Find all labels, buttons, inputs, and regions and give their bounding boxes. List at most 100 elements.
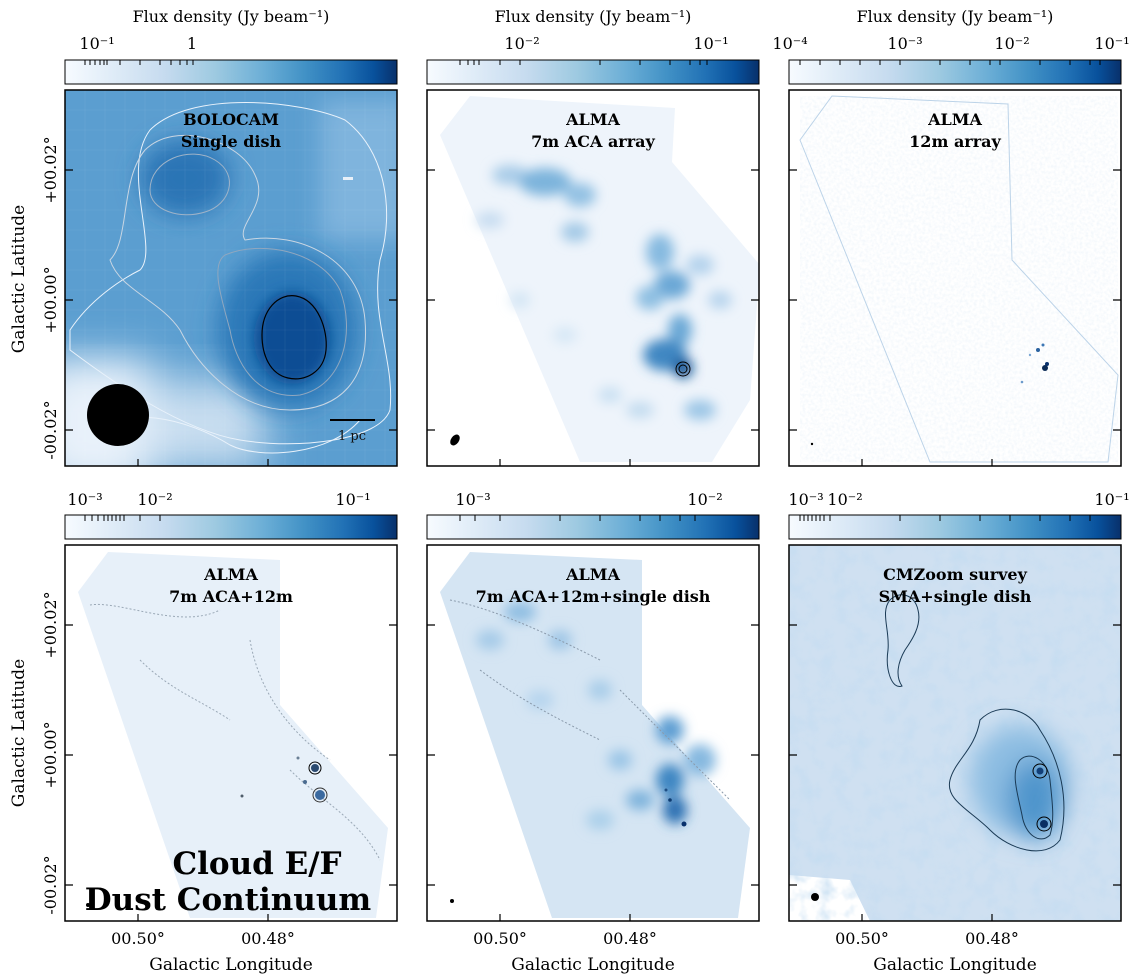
cbar-tick-alma-7m-1: 10⁻¹ bbox=[693, 34, 728, 53]
panel-alma-7m-title-2: 7m ACA array bbox=[531, 132, 655, 151]
panel-alma-12m: ALMA 12m array bbox=[788, 89, 1122, 467]
y-axis-label-bottom: Galactic Latitude bbox=[9, 659, 29, 807]
colorbar-alma-7m bbox=[426, 59, 760, 85]
y-tick-top-1: +00.00° bbox=[41, 266, 60, 333]
beam-ellipse bbox=[450, 434, 460, 446]
colorbar-minor-ticks-top bbox=[84, 60, 1101, 65]
panel-alma-7m-image bbox=[427, 90, 759, 466]
panel-alma-combined-title-2: 7m ACA+12m bbox=[169, 587, 293, 606]
emission-points bbox=[1036, 767, 1048, 828]
big-label-line2: Dust Continuum bbox=[85, 882, 372, 918]
panel-alma-12m-title-1: ALMA bbox=[927, 110, 982, 129]
colorbar-cmzoom bbox=[788, 514, 1122, 540]
cbar-tick-alma-feathered-1: 10⁻² bbox=[687, 490, 722, 509]
emission-points bbox=[664, 788, 687, 827]
y-tick-bottom-1: +00.00° bbox=[41, 721, 60, 788]
cbar-tick-alma-7m-0: 10⁻² bbox=[504, 34, 539, 53]
panel-cmzoom-image bbox=[789, 545, 1121, 921]
panel-alma-feathered-title-1: ALMA bbox=[565, 565, 620, 584]
colorbar-minor-ticks-bottom bbox=[84, 515, 1091, 521]
panel-bolocam-title-1: BOLOCAM bbox=[183, 110, 279, 129]
panel-cmzoom-title-1: CMZoom survey bbox=[883, 565, 1028, 584]
cbar-tick-alma-12m-3: 10⁻¹ bbox=[1094, 34, 1129, 53]
big-label-line1: Cloud E/F bbox=[172, 846, 341, 882]
cbar-tick-bolocam-1: 1 bbox=[187, 34, 197, 53]
cbar-tick-alma-12m-0: 10⁻⁴ bbox=[772, 34, 807, 53]
panel-alma-12m-image bbox=[789, 90, 1121, 466]
cbar-tick-alma-combined-1: 10⁻² bbox=[137, 490, 172, 509]
colorbar-label-alma-7m: Flux density (Jy beam⁻¹) bbox=[495, 7, 692, 26]
footprint bbox=[440, 552, 750, 918]
panel-alma-7m-title-1: ALMA bbox=[565, 110, 620, 129]
cbar-tick-alma-feathered-0: 10⁻³ bbox=[455, 490, 490, 509]
panel-bolocam: 1 pc BOLOCAM Single dish bbox=[64, 89, 398, 467]
x-tick-panel4-1: 00.48° bbox=[603, 929, 657, 948]
cbar-tick-cmzoom-1: 10⁻² bbox=[827, 490, 862, 509]
cbar-tick-alma-combined-0: 10⁻³ bbox=[67, 490, 102, 509]
panel-cmzoom-frame bbox=[788, 544, 1122, 922]
contour-peak-south bbox=[1036, 816, 1052, 832]
pixel-grid bbox=[65, 90, 397, 466]
contour-grey-3 bbox=[217, 248, 347, 396]
colorbars: Flux density (Jy beam⁻¹) Flux density (J… bbox=[64, 7, 1130, 540]
panel-alma-feathered-frame bbox=[426, 544, 760, 922]
contour-north-clump bbox=[885, 594, 920, 687]
colorbar-alma-combined bbox=[64, 514, 398, 540]
contour-white-outer bbox=[69, 102, 392, 445]
y-tick-top-2: -00.02° bbox=[41, 400, 60, 459]
emission-clumps bbox=[476, 602, 716, 830]
beam-ellipse bbox=[811, 893, 819, 901]
beam-ellipse bbox=[87, 384, 149, 446]
panel-alma-combined-title-1: ALMA bbox=[203, 565, 258, 584]
panel-alma-combined: ALMA 7m ACA+12m Cloud E/F Dust Continuum bbox=[64, 544, 398, 922]
cbar-tick-bolocam-0: 10⁻¹ bbox=[79, 34, 114, 53]
x-axis-label-panel5: Galactic Longitude bbox=[873, 955, 1037, 975]
x-tick-panel5-0: 00.50° bbox=[835, 929, 889, 948]
contour-outer bbox=[948, 708, 1065, 852]
beam-ellipse bbox=[86, 903, 90, 907]
x-tick-panel3-0: 00.50° bbox=[111, 929, 165, 948]
colorbar-alma-12m bbox=[788, 59, 1122, 85]
panel-cmzoom: CMZoom survey SMA+single dish bbox=[788, 544, 1122, 922]
x-tick-panel5-1: 00.48° bbox=[965, 929, 1019, 948]
x-tick-labels: 00.50° 00.48° 00.50° 00.48° 00.50° 00.48… bbox=[111, 929, 1019, 948]
panel-bolocam-image bbox=[65, 90, 397, 466]
cbar-tick-alma-12m-2: 10⁻² bbox=[994, 34, 1029, 53]
contour-black-peak bbox=[261, 295, 327, 380]
scalebar-label: 1 pc bbox=[338, 429, 366, 444]
colorbar-bolocam bbox=[64, 59, 398, 85]
contour-peak-north bbox=[1032, 763, 1048, 779]
x-axis-label-panel4: Galactic Longitude bbox=[511, 955, 675, 975]
panel-bolocam-title-2: Single dish bbox=[181, 132, 282, 151]
axis-ticks bbox=[65, 169, 1121, 921]
panel-alma-feathered-image bbox=[427, 545, 759, 921]
panel-alma-combined-frame bbox=[64, 544, 398, 922]
beam-ellipse bbox=[450, 899, 454, 903]
footprint bbox=[78, 552, 388, 918]
panel-bolocam-frame bbox=[64, 89, 398, 467]
panel-alma-combined-image bbox=[65, 545, 397, 921]
contour-peak-outer bbox=[675, 361, 691, 377]
emission-clumps bbox=[970, 725, 1070, 840]
panel-alma-feathered: ALMA 7m ACA+12m+single dish bbox=[426, 544, 760, 922]
artifact-mark bbox=[343, 177, 353, 180]
panel-alma-12m-frame bbox=[788, 89, 1122, 467]
y-axis-label-top: Galactic Latitude bbox=[9, 205, 29, 353]
y-tick-bottom-2: -00.02° bbox=[41, 855, 60, 914]
y-tick-bottom-0: +00.02° bbox=[41, 591, 60, 658]
panel-alma-feathered-title-2: 7m ACA+12m+single dish bbox=[476, 587, 711, 606]
colorbar-label-bolocam: Flux density (Jy beam⁻¹) bbox=[133, 7, 330, 26]
x-tick-panel3-1: 00.48° bbox=[241, 929, 295, 948]
emission-clumps bbox=[240, 756, 328, 803]
contour-grey-2 bbox=[149, 153, 230, 216]
contour-peak-inner bbox=[678, 364, 688, 374]
panel-alma-7m: ALMA 7m ACA array bbox=[426, 89, 760, 467]
emission-points bbox=[810, 343, 1049, 446]
cbar-tick-cmzoom-0: 10⁻³ bbox=[788, 490, 823, 509]
panel-cmzoom-title-2: SMA+single dish bbox=[879, 587, 1032, 606]
cbar-tick-alma-combined-2: 10⁻¹ bbox=[335, 490, 370, 509]
cbar-tick-cmzoom-2: 10⁻¹ bbox=[1094, 490, 1129, 509]
y-tick-top-0: +00.02° bbox=[41, 136, 60, 203]
emission-clumps bbox=[476, 165, 732, 420]
